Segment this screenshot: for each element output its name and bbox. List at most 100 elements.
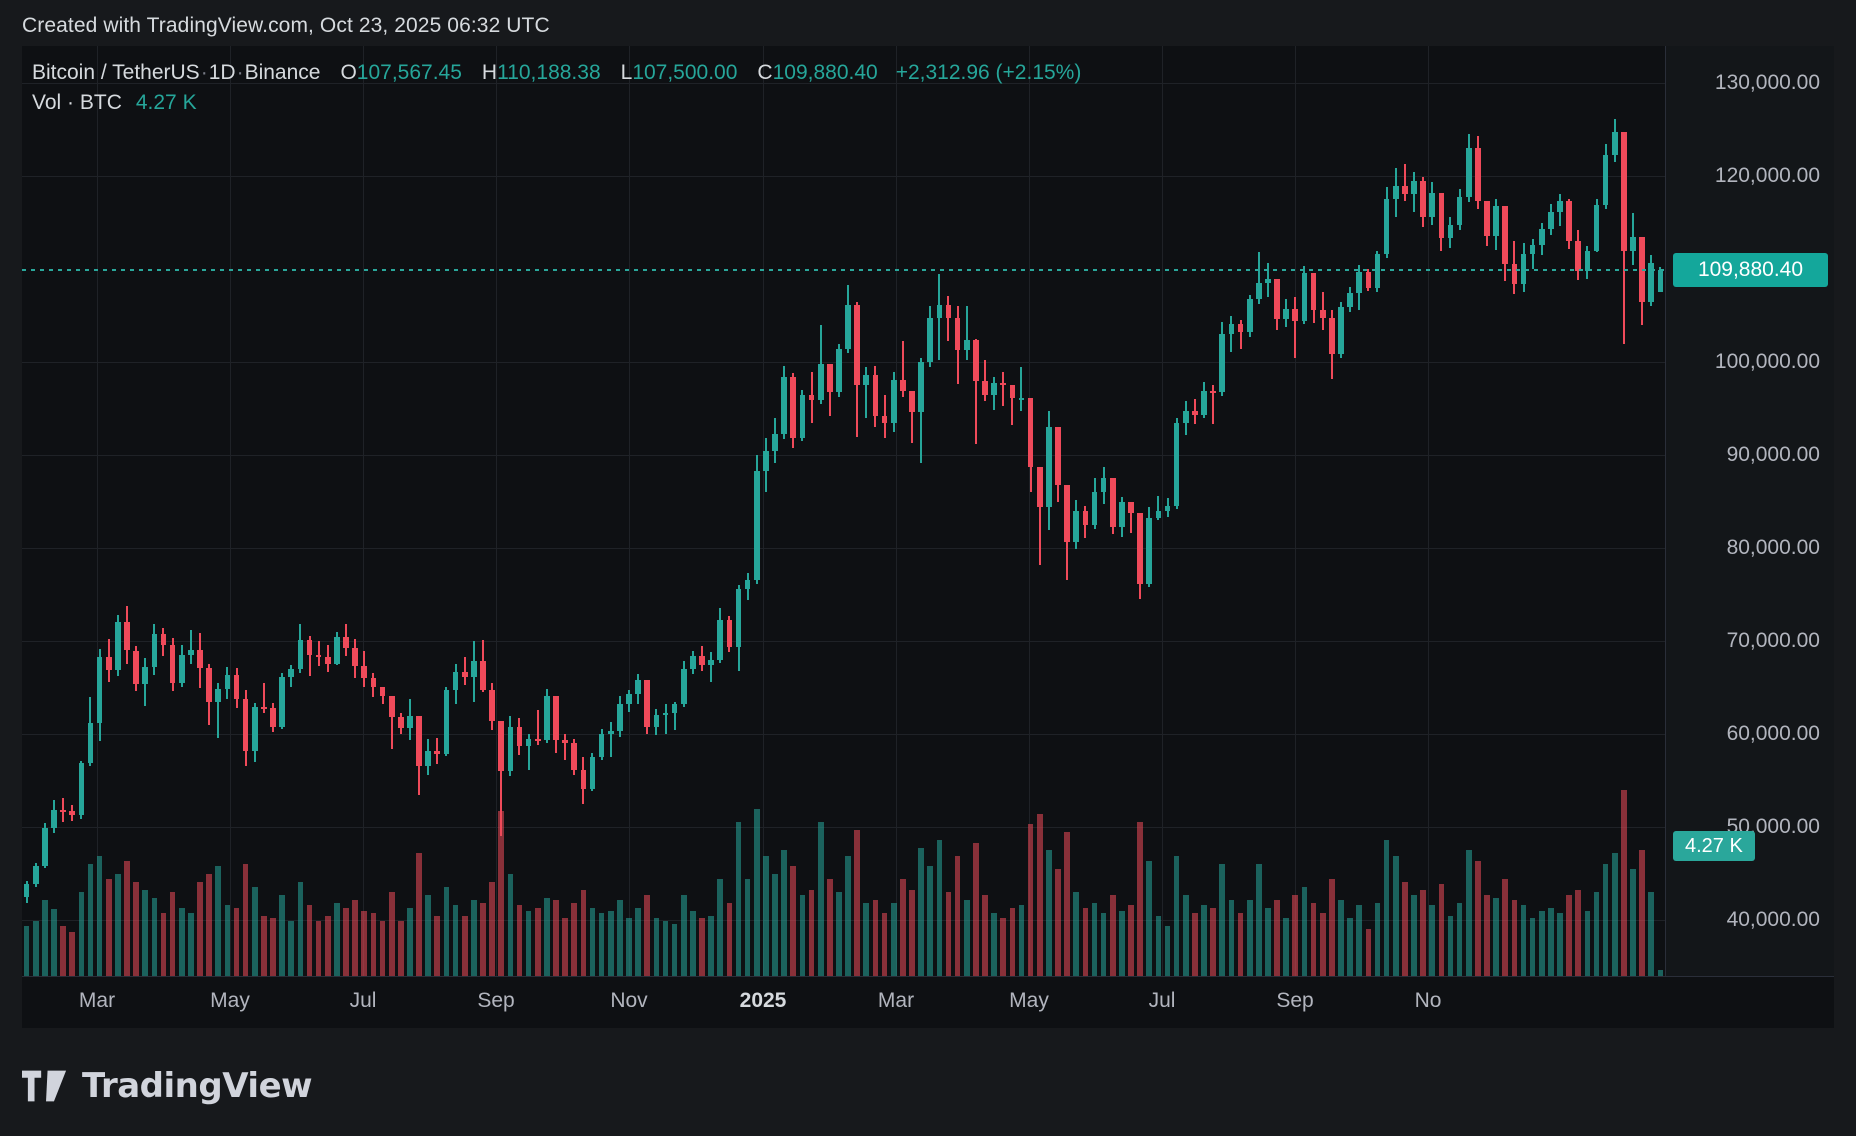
candle-body: [1402, 185, 1408, 194]
created-with-label: Created with TradingView.com, Oct 23, 20…: [22, 14, 550, 37]
grid-line-h: [22, 827, 1665, 829]
footer-branding: TradingView: [22, 1060, 313, 1112]
candle-body: [215, 688, 222, 702]
volume-bar: [1292, 894, 1299, 976]
candle-wick: [947, 296, 950, 341]
time-axis-tick: Jul: [349, 989, 377, 1012]
volume-bar: [1301, 887, 1308, 976]
candle-body: [142, 667, 149, 684]
volume-bar: [1201, 905, 1207, 976]
candle-body: [525, 738, 532, 747]
volume-bar: [352, 900, 358, 976]
candle-body: [607, 731, 614, 735]
candle-body: [480, 660, 486, 691]
candle-body: [799, 394, 806, 438]
candle-body: [1557, 201, 1563, 213]
volume-bar: [836, 892, 842, 976]
volume-bar: [1164, 926, 1171, 976]
candle-body: [388, 696, 395, 718]
candle-body: [644, 680, 651, 727]
candle-body: [534, 738, 541, 741]
candle-wick: [1020, 366, 1023, 411]
volume-bar: [151, 897, 158, 976]
volume-bar: [781, 850, 787, 976]
grid-line-v: [230, 46, 231, 976]
grid-line-h: [22, 920, 1665, 922]
volume-bar: [1575, 889, 1582, 976]
volume-bar: [1100, 913, 1107, 976]
candle-body: [1566, 201, 1572, 242]
candle-body: [1274, 278, 1280, 320]
price-axis[interactable]: 130,000.00 120,000.00 100,000.00 90,000.00 8…: [1665, 46, 1834, 976]
candle-body: [416, 715, 422, 766]
candle-body: [1301, 272, 1308, 322]
volume-bar: [242, 863, 249, 976]
candle-body: [87, 723, 94, 764]
candle-body: [890, 379, 897, 423]
candle-body: [1392, 185, 1399, 200]
time-axis[interactable]: Mar May Jul Sep Nov 2025 Mar May Jul Sep No: [22, 976, 1834, 1028]
candle-wick: [1294, 297, 1297, 358]
candle-body: [224, 674, 231, 689]
candle-body: [197, 649, 203, 669]
volume-bar: [863, 902, 870, 976]
volume-bar: [817, 821, 824, 976]
chart-plot-area[interactable]: Bitcoin / TetherUS · 1D · Binance O 107,…: [22, 46, 1665, 976]
volume-bar: [1310, 902, 1317, 976]
grid-line-h: [22, 641, 1665, 643]
volume-bar: [1082, 908, 1089, 976]
candle-body: [1648, 262, 1655, 302]
candle-body: [343, 636, 349, 648]
volume-bar: [215, 866, 222, 976]
candle-body: [1319, 310, 1326, 318]
candle-body: [1146, 518, 1153, 584]
time-axis-tick: No: [1414, 989, 1442, 1012]
last-price-badge[interactable]: 109,880.40: [1673, 253, 1828, 288]
candle-body: [954, 318, 961, 351]
candle-body: [991, 382, 997, 395]
price-axis-tick: 40,000.00: [1726, 908, 1820, 932]
candle-body: [973, 339, 979, 381]
volume-bar: [671, 923, 678, 976]
volume-bar: [1274, 900, 1280, 976]
volume-bar: [1246, 900, 1253, 976]
candle-body: [826, 364, 833, 392]
volume-bar: [900, 879, 906, 976]
volume-bar: [1502, 879, 1509, 976]
volume-bar: [1621, 790, 1627, 976]
grid-line-h: [22, 362, 1665, 364]
candle-body: [133, 650, 139, 684]
volume-bar: [945, 892, 952, 976]
volume-value-badge[interactable]: 4.27 K: [1673, 831, 1755, 861]
tradingview-logo-icon: [22, 1070, 67, 1102]
candle-body: [1201, 391, 1207, 416]
volume-bar: [1146, 860, 1153, 976]
candle-body: [1529, 245, 1536, 255]
candle-body: [562, 739, 568, 743]
candle-body: [909, 391, 915, 413]
volume-bar: [854, 829, 861, 976]
candle-body: [1657, 270, 1664, 292]
chart-frame: Bitcoin / TetherUS · 1D · Binance O 107,…: [22, 46, 1834, 976]
volume-bar: [1383, 840, 1390, 976]
candle-body: [626, 694, 632, 705]
candle-body: [23, 883, 30, 897]
candle-body: [589, 756, 596, 790]
volume-bar: [1255, 863, 1262, 976]
candle-wick: [965, 306, 968, 361]
volume-bar: [617, 900, 623, 976]
volume-bar: [96, 855, 103, 976]
candle-body: [744, 579, 751, 590]
volume-bar: [1420, 889, 1426, 976]
candle-body: [1192, 411, 1198, 416]
volume-bar: [1611, 853, 1618, 976]
volume-bar: [32, 921, 39, 976]
candle-wick: [217, 683, 220, 738]
candle-body: [1456, 196, 1463, 225]
volume-bar: [1018, 905, 1025, 976]
volume-bar: [1447, 915, 1454, 976]
candle-body: [790, 377, 797, 438]
grid-line-v: [363, 46, 364, 976]
candle-body: [881, 416, 888, 423]
volume-bar: [1219, 863, 1226, 976]
